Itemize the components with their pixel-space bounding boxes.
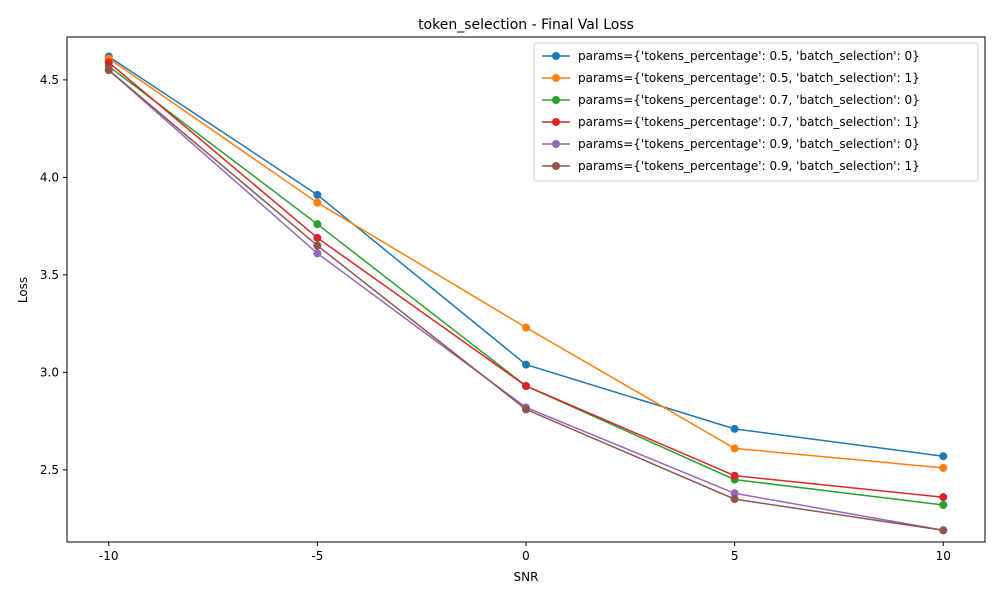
legend-label: params={'tokens_percentage': 0.7, 'batch…: [578, 93, 920, 107]
data-point: [522, 323, 530, 332]
data-point: [522, 382, 530, 391]
legend-box: [533, 42, 979, 182]
series-6: [104, 66, 948, 535]
data-point: [313, 220, 322, 229]
data-point: [939, 500, 948, 509]
legend-swatch-marker: [552, 74, 560, 82]
legend-item: params={'tokens_percentage': 0.7, 'batch…: [542, 93, 920, 107]
data-point: [313, 241, 322, 250]
legend-swatch-marker: [552, 118, 560, 126]
series-2: [104, 54, 948, 472]
data-point: [939, 493, 948, 502]
plot-area: [104, 52, 948, 535]
y-axis: 2.5 3.0 3.5 4.0 4.5: [40, 73, 67, 477]
data-point: [730, 424, 739, 433]
series-4: [104, 58, 948, 502]
x-tick-label: 10: [936, 549, 951, 563]
data-point: [313, 190, 322, 199]
data-point: [730, 489, 739, 498]
legend-swatch-marker: [552, 162, 560, 170]
x-tick-label: 5: [731, 549, 739, 563]
data-point: [730, 495, 739, 504]
x-axis: -10 -5 0 5 10: [99, 542, 951, 563]
y-tick-label: 2.5: [40, 463, 59, 477]
legend-swatch-marker: [552, 96, 560, 104]
data-point: [939, 526, 948, 535]
data-point: [522, 405, 530, 414]
x-tick-label: -5: [311, 549, 323, 563]
data-point: [939, 452, 948, 461]
legend-label: params={'tokens_percentage': 0.7, 'batch…: [578, 115, 920, 129]
data-point: [104, 66, 113, 75]
legend-item: params={'tokens_percentage': 0.9, 'batch…: [542, 159, 920, 173]
legend-label: params={'tokens_percentage': 0.5, 'batch…: [578, 71, 920, 85]
chart-title: token_selection - Final Val Loss: [418, 17, 634, 33]
x-axis-title: SNR: [514, 570, 539, 584]
legend: params={'tokens_percentage': 0.5, 'batch…: [533, 42, 979, 182]
data-point: [522, 360, 530, 369]
y-tick-label: 3.5: [40, 268, 59, 282]
y-tick-label: 4.5: [40, 73, 59, 87]
data-point: [313, 198, 322, 207]
data-point: [730, 471, 739, 480]
y-tick-label: 3.0: [40, 365, 59, 379]
legend-item: params={'tokens_percentage': 0.9, 'batch…: [542, 137, 920, 151]
legend-label: params={'tokens_percentage': 0.9, 'batch…: [578, 137, 920, 151]
legend-item: params={'tokens_percentage': 0.7, 'batch…: [542, 115, 920, 129]
x-tick-label: 0: [522, 549, 530, 563]
data-point: [313, 249, 322, 258]
y-axis-title: Loss: [16, 277, 30, 303]
legend-item: params={'tokens_percentage': 0.5, 'batch…: [542, 71, 920, 85]
legend-label: params={'tokens_percentage': 0.5, 'batch…: [578, 49, 920, 63]
legend-swatch-marker: [552, 52, 560, 60]
y-tick-label: 4.0: [40, 170, 59, 184]
data-point: [104, 58, 113, 67]
legend-label: params={'tokens_percentage': 0.9, 'batch…: [578, 159, 920, 173]
data-point: [939, 463, 948, 472]
data-point: [313, 233, 322, 242]
data-point: [730, 444, 739, 453]
x-tick-label: -10: [99, 549, 119, 563]
legend-item: params={'tokens_percentage': 0.5, 'batch…: [542, 49, 920, 63]
legend-swatch-marker: [552, 140, 560, 148]
